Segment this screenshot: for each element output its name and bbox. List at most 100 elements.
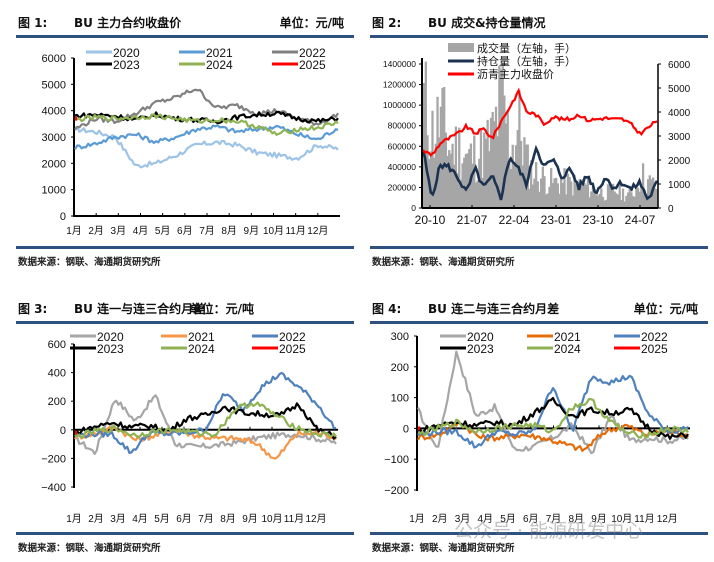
volume-bar	[444, 132, 448, 208]
volume-bar	[648, 175, 651, 208]
volume-bar	[543, 176, 546, 208]
series-line-2024	[74, 113, 339, 136]
title-divider	[16, 35, 354, 38]
right-y-tick-label: 6000	[668, 60, 691, 71]
volume-bar	[489, 117, 493, 208]
volume-bar	[528, 188, 531, 208]
x-tick-label: 8月	[568, 513, 584, 525]
volume-bar	[616, 194, 620, 208]
volume-bar	[506, 110, 509, 208]
volume-bar	[588, 197, 591, 208]
figure-1-unit: 单位：元/吨	[279, 16, 344, 30]
series-line-2022	[74, 88, 339, 131]
volume-bar	[424, 61, 427, 209]
figure-3-number: 图 3:	[18, 302, 48, 316]
legend-label-2024: 2024	[554, 342, 581, 356]
volume-bar	[553, 178, 556, 208]
volume-bar	[449, 153, 453, 208]
volume-bar	[536, 181, 539, 208]
volume-bar	[483, 132, 486, 208]
volume-bar	[603, 200, 606, 208]
volume-bar	[498, 65, 501, 208]
series-line-2023	[417, 396, 689, 440]
volume-bar	[575, 181, 578, 208]
volume-bar	[633, 196, 636, 208]
volume-bar	[494, 106, 498, 208]
left-y-tick-label: 800000	[388, 121, 417, 131]
figure-1-source: 数据来源：钢联、海通期货研究所	[18, 257, 161, 268]
figure-3-panel: 图 3: BU 连一与连三合约月差 单位：元/吨 −400 −200 0 200 400 6…	[8, 292, 354, 562]
x-tick-label: 23-10	[583, 213, 614, 227]
legend-label-2022: 2022	[299, 46, 326, 60]
figure-2-source: 数据来源：钢联、海通期货研究所	[372, 257, 515, 268]
x-tick-label: 6月	[176, 513, 192, 525]
right-y-tick-label: 4000	[668, 108, 691, 119]
y-tick-label: −100	[384, 454, 409, 466]
volume-bar	[590, 191, 593, 208]
source-divider	[16, 532, 354, 535]
x-tick-label: 1月	[66, 513, 82, 525]
volume-bar	[621, 188, 625, 208]
volume-bar	[596, 195, 600, 208]
y-tick-label: 0	[403, 423, 409, 435]
volume-bar	[448, 150, 451, 208]
volume-bar	[541, 166, 544, 208]
volume-bar	[493, 121, 496, 208]
left-y-tick-label: 400000	[388, 162, 417, 172]
volume-bar	[464, 154, 468, 208]
x-tick-label: 4月	[477, 513, 493, 525]
left-y-tick-label: 0	[411, 203, 416, 213]
series-line-2024	[417, 397, 689, 439]
volume-bar	[568, 177, 571, 208]
series-line-2020	[74, 394, 337, 455]
volume-bar	[653, 188, 656, 208]
legend-label-2024: 2024	[206, 58, 233, 72]
volume-bar	[580, 185, 583, 208]
figure-1-title-text: BU 主力合约收盘价	[74, 16, 182, 30]
volume-bar	[476, 180, 479, 208]
right-y-tick-label: 0	[668, 204, 674, 215]
x-tick-label: 2月	[88, 513, 104, 525]
x-tick-label: 5月	[500, 513, 516, 525]
legend-label-2021: 2021	[554, 330, 581, 344]
volume-bar	[551, 183, 554, 208]
legend-label-price: 沥青主力收盘价	[477, 67, 554, 81]
x-tick-label: 12月	[657, 513, 678, 525]
volume-bar	[645, 193, 648, 208]
volume-bar	[479, 129, 483, 208]
price-line	[422, 87, 658, 157]
x-tick-label: 5月	[154, 513, 170, 525]
x-tick-label: 2月	[432, 513, 448, 525]
figure-4-source: 数据来源：钢联、海通期货研究所	[372, 543, 515, 554]
volume-bar	[533, 178, 536, 208]
volume-bar	[571, 195, 575, 208]
volume-bar	[529, 160, 533, 208]
volume-bar	[610, 184, 613, 208]
volume-bar	[601, 196, 605, 208]
volume-bar	[583, 183, 586, 208]
y-tick-label: 1000	[42, 185, 66, 197]
y-tick-label: 4000	[42, 106, 66, 118]
x-tick-label: 2月	[88, 225, 104, 237]
series-line-2021	[74, 124, 339, 150]
figure-4-panel: 图 4: BU 连二与连三合约月差 单位：元/吨 −200 −100 0 100 200 3…	[362, 292, 708, 562]
volume-bar	[456, 173, 459, 208]
right-y-tick-label: 1000	[668, 180, 691, 191]
volume-bar	[534, 162, 538, 208]
volume-bar	[591, 186, 595, 208]
volume-bar	[628, 188, 631, 208]
x-tick-label: 6月	[177, 225, 193, 237]
legend-label-2021: 2021	[188, 330, 215, 344]
y-tick-label: 2000	[42, 158, 66, 170]
x-tick-label: 23-01	[541, 213, 572, 227]
x-tick-label: 7月	[199, 225, 215, 237]
volume-bar	[606, 184, 610, 208]
volume-bar	[491, 111, 494, 208]
y-tick-label: −200	[384, 485, 409, 497]
volume-bar	[433, 157, 436, 208]
legend-label-2023: 2023	[467, 342, 494, 356]
volume-bar	[605, 199, 608, 208]
x-tick-label: 11月	[284, 513, 304, 525]
volume-bar	[466, 153, 469, 208]
left-y-tick-label: 1400000	[383, 59, 416, 69]
